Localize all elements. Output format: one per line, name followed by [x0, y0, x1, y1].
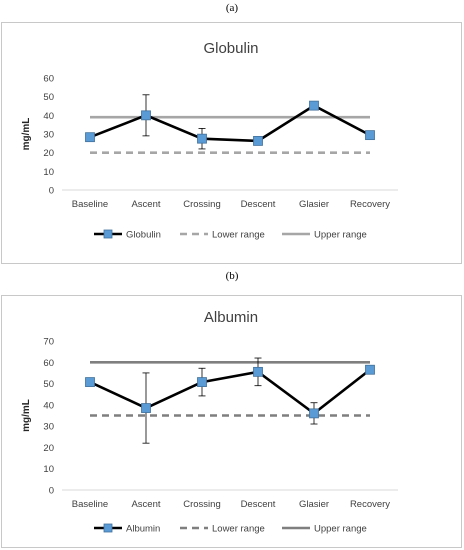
legend-swatch-marker — [103, 229, 113, 239]
x-tick-label: Crossing — [183, 499, 221, 510]
data-point-marker — [309, 100, 319, 111]
y-tick-label: 0 — [49, 486, 54, 497]
panel-a-label: (a) — [225, 2, 239, 14]
y-axis-label: mg/mL — [21, 118, 32, 151]
x-tick-label: Crossing — [183, 199, 221, 210]
data-point-marker — [253, 136, 263, 146]
legend-label: Lower range — [212, 230, 265, 241]
legend-label: Globulin — [126, 230, 161, 241]
y-tick-label: 50 — [43, 379, 54, 390]
y-tick-label: 10 — [43, 167, 54, 178]
y-tick-label: 40 — [43, 111, 54, 122]
legend-label: Lower range — [212, 524, 265, 535]
albumin-series-line — [89, 368, 371, 416]
y-tick-label: 50 — [43, 92, 54, 103]
x-tick-label: Ascent — [131, 199, 160, 210]
data-point-marker — [309, 408, 319, 419]
legend-label: Upper range — [314, 230, 367, 241]
data-point-marker — [85, 132, 95, 143]
y-tick-label: 20 — [43, 443, 54, 454]
x-tick-label: Descent — [241, 499, 276, 510]
data-point-marker — [141, 403, 151, 413]
data-point-marker — [197, 133, 207, 144]
chart-title: Globulin — [203, 40, 258, 57]
x-tick-label: Glasier — [299, 199, 329, 210]
data-point-marker — [365, 130, 375, 141]
x-tick-label: Ascent — [131, 499, 160, 510]
data-point-marker — [141, 110, 151, 121]
x-tick-label: Glasier — [299, 499, 329, 510]
albumin-chart: Albumin 0 10 20 30 40 50 60 70 mg/mL Baseline Ascen… — [1, 295, 462, 548]
legend-label: Albumin — [126, 524, 160, 535]
y-tick-label: 30 — [43, 130, 54, 141]
y-axis-label: mg/mL — [21, 399, 32, 432]
legend-swatch-marker — [103, 523, 113, 533]
data-point-marker — [197, 377, 207, 387]
y-tick-label: 70 — [43, 337, 54, 348]
data-point-marker — [253, 366, 263, 377]
globulin-chart: Globulin 0 10 20 30 40 50 60 mg/mL Baseline Ascent… — [1, 22, 462, 264]
data-point-marker — [365, 364, 375, 375]
data-point-marker — [85, 377, 95, 387]
y-tick-label: 10 — [43, 464, 54, 475]
y-tick-label: 30 — [43, 422, 54, 433]
y-tick-label: 60 — [43, 358, 54, 369]
albumin-chart-frame — [1, 295, 462, 548]
x-tick-label: Recovery — [350, 199, 390, 210]
x-tick-label: Baseline — [72, 499, 108, 510]
x-tick-label: Recovery — [350, 499, 390, 510]
y-tick-label: 60 — [43, 74, 54, 85]
y-tick-label: 20 — [43, 148, 54, 159]
globulin-series-line — [89, 104, 371, 143]
x-tick-label: Descent — [241, 199, 276, 210]
legend-label: Upper range — [314, 524, 367, 535]
chart-title: Albumin — [204, 309, 258, 326]
panel-b-label: (b) — [225, 270, 239, 282]
x-tick-label: Baseline — [72, 199, 108, 210]
y-tick-label: 0 — [49, 186, 54, 197]
y-tick-label: 40 — [43, 400, 54, 411]
globulin-chart-frame — [1, 22, 462, 264]
